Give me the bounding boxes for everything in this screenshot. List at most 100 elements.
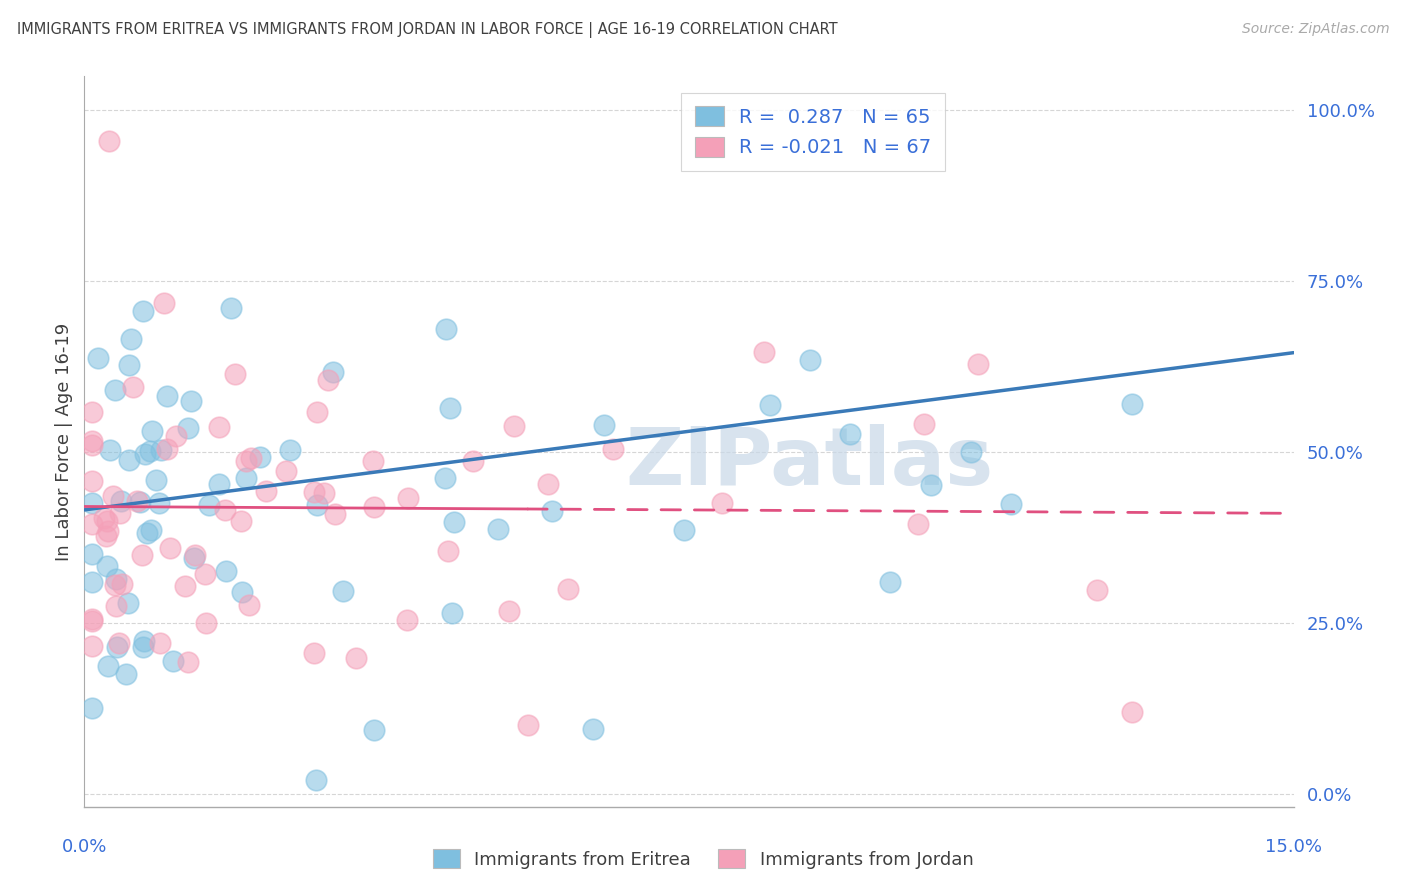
Point (96, 558, 118, 573)
Point (96, 514, 118, 528)
Point (180, 393, 202, 408)
Point (82, 496, 104, 510)
Point (332, 583, 354, 598)
Point (711, 496, 734, 510)
Point (322, 365, 344, 379)
Point (162, 654, 184, 668)
Point (344, 651, 367, 665)
Point (97, 659, 120, 673)
Point (302, 646, 325, 660)
Point (145, 473, 167, 487)
Point (111, 577, 134, 591)
Point (150, 442, 173, 457)
Point (516, 718, 538, 732)
Point (194, 566, 217, 581)
Point (136, 525, 159, 540)
Point (363, 723, 385, 738)
Text: IMMIGRANTS FROM ERITREA VS IMMIGRANTS FROM JORDAN IN LABOR FORCE | AGE 16-19 COR: IMMIGRANTS FROM ERITREA VS IMMIGRANTS FR… (17, 22, 838, 38)
Point (488, 523, 510, 537)
Text: 15.0%: 15.0% (1265, 838, 1322, 855)
Point (541, 503, 564, 517)
Text: Source: ZipAtlas.com: Source: ZipAtlas.com (1241, 22, 1389, 37)
Point (131, 640, 153, 654)
Point (395, 613, 418, 627)
Point (463, 453, 485, 467)
Point (316, 373, 339, 387)
Point (274, 464, 297, 478)
Point (118, 358, 141, 372)
Point (839, 426, 862, 441)
Point (131, 303, 153, 318)
Point (396, 491, 419, 505)
Point (363, 454, 385, 468)
Point (82, 438, 104, 452)
Point (314, 486, 336, 500)
Point (138, 443, 160, 458)
Point (256, 484, 278, 499)
Point (107, 636, 129, 650)
Point (82, 475, 104, 489)
Point (907, 516, 929, 531)
Point (305, 772, 328, 787)
Point (141, 424, 163, 438)
Point (1085, 582, 1108, 597)
Point (231, 514, 253, 528)
Point (440, 606, 463, 620)
Point (240, 450, 263, 465)
Point (148, 496, 170, 510)
Point (302, 485, 325, 500)
Point (593, 417, 616, 432)
Point (224, 368, 246, 382)
Point (101, 489, 124, 503)
Point (173, 579, 195, 593)
Point (177, 421, 200, 435)
Point (537, 476, 560, 491)
Point (434, 471, 457, 485)
Point (966, 357, 988, 371)
Point (231, 585, 253, 599)
Point (325, 507, 347, 521)
Point (156, 442, 179, 456)
Point (1000, 497, 1022, 511)
Point (82, 639, 104, 653)
Point (82, 434, 104, 448)
Point (235, 471, 257, 485)
Point (437, 544, 460, 558)
Point (82, 615, 104, 629)
Point (132, 634, 155, 648)
Point (149, 636, 172, 650)
Point (117, 596, 139, 610)
Point (129, 495, 152, 509)
Point (434, 322, 457, 336)
Point (183, 550, 205, 565)
Point (115, 667, 138, 681)
Point (443, 515, 465, 529)
Point (176, 655, 198, 669)
Point (920, 477, 942, 491)
Point (104, 578, 127, 592)
Point (194, 615, 217, 630)
Point (87, 351, 110, 365)
Point (208, 420, 231, 434)
Point (207, 476, 229, 491)
Point (82, 547, 104, 561)
Point (131, 549, 153, 563)
Point (104, 383, 127, 397)
Point (134, 447, 156, 461)
Point (105, 640, 128, 654)
Point (307, 405, 329, 419)
Point (108, 506, 131, 520)
Point (238, 598, 260, 612)
Point (110, 493, 132, 508)
Point (118, 453, 141, 467)
Point (278, 443, 301, 458)
Text: ZIPatlas: ZIPatlas (626, 425, 994, 502)
Point (249, 450, 271, 464)
Point (155, 389, 177, 403)
Point (672, 524, 695, 538)
Point (219, 301, 242, 315)
Point (912, 417, 935, 432)
Text: 0.0%: 0.0% (62, 838, 107, 855)
Point (305, 498, 328, 512)
Point (153, 295, 176, 310)
